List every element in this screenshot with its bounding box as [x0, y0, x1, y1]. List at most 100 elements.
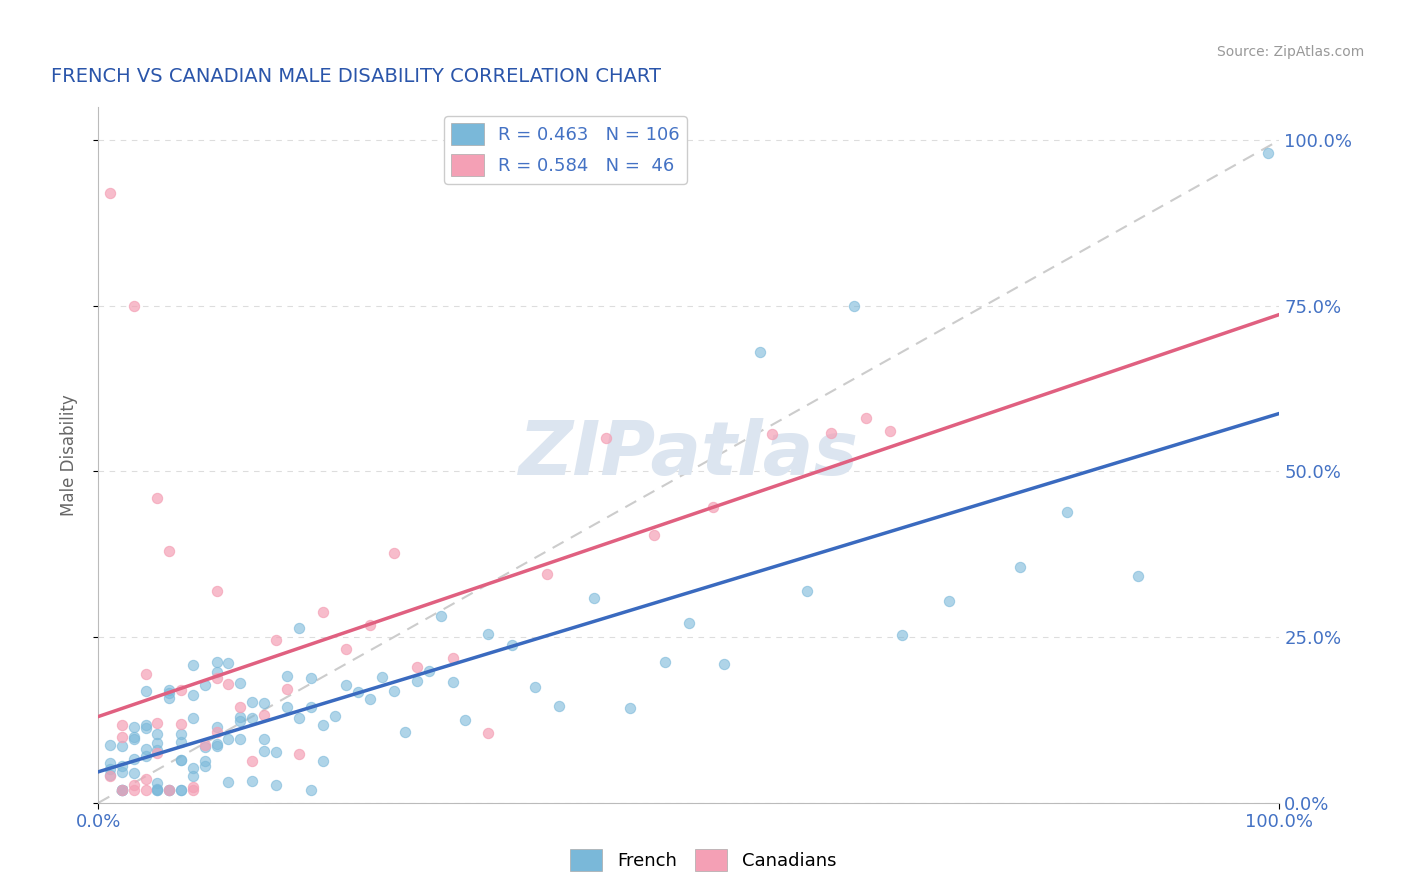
Point: [157, 683, 180, 698]
Point: [157, 782, 180, 797]
Point: [135, 684, 157, 698]
Point: [312, 717, 335, 731]
Point: [536, 567, 558, 582]
Point: [382, 545, 405, 559]
Point: [122, 752, 145, 766]
Point: [761, 427, 783, 442]
Point: [146, 716, 169, 731]
Point: [524, 680, 547, 694]
Point: [844, 299, 866, 313]
Point: [276, 699, 298, 714]
Point: [477, 627, 499, 641]
Point: [288, 711, 311, 725]
Point: [217, 677, 239, 691]
Point: [702, 500, 724, 514]
Y-axis label: Male Disability: Male Disability: [59, 394, 77, 516]
Point: [382, 683, 405, 698]
Point: [135, 666, 157, 681]
Point: [122, 782, 145, 797]
Point: [135, 718, 157, 732]
Point: [194, 738, 217, 752]
Point: [1126, 569, 1149, 583]
Point: [157, 544, 180, 558]
Point: [146, 776, 169, 790]
Point: [146, 743, 169, 757]
Point: [98, 768, 121, 782]
Point: [217, 775, 239, 789]
Point: [146, 736, 169, 750]
Point: [312, 754, 335, 768]
Point: [194, 739, 217, 754]
Point: [229, 731, 252, 746]
Text: FRENCH VS CANADIAN MALE DISABILITY CORRELATION CHART: FRENCH VS CANADIAN MALE DISABILITY CORRE…: [51, 67, 661, 86]
Point: [441, 675, 464, 690]
Point: [205, 583, 228, 598]
Point: [229, 714, 252, 729]
Point: [146, 782, 169, 797]
Point: [654, 655, 676, 669]
Point: [181, 762, 204, 776]
Point: [217, 656, 239, 670]
Text: Source: ZipAtlas.com: Source: ZipAtlas.com: [1216, 45, 1364, 59]
Point: [122, 730, 145, 744]
Point: [181, 657, 204, 672]
Text: ZIPatlas: ZIPatlas: [519, 418, 859, 491]
Point: [229, 710, 252, 724]
Point: [194, 678, 217, 692]
Point: [111, 764, 134, 779]
Point: [135, 721, 157, 735]
Point: [240, 774, 263, 789]
Point: [122, 299, 145, 313]
Point: [264, 745, 287, 759]
Point: [359, 691, 381, 706]
Point: [276, 669, 298, 683]
Point: [418, 664, 440, 678]
Point: [135, 772, 157, 786]
Point: [122, 720, 145, 734]
Point: [135, 742, 157, 756]
Point: [796, 583, 818, 598]
Point: [299, 671, 322, 685]
Point: [135, 782, 157, 797]
Point: [111, 739, 134, 753]
Point: [240, 695, 263, 709]
Point: [288, 747, 311, 761]
Point: [253, 744, 276, 758]
Point: [146, 781, 169, 796]
Point: [170, 735, 193, 749]
Point: [170, 753, 193, 767]
Point: [453, 713, 475, 727]
Point: [595, 431, 617, 445]
Point: [194, 758, 217, 772]
Point: [229, 700, 252, 714]
Point: [583, 591, 606, 605]
Point: [135, 748, 157, 763]
Point: [205, 720, 228, 734]
Point: [253, 696, 276, 710]
Point: [111, 759, 134, 773]
Point: [229, 675, 252, 690]
Point: [890, 628, 912, 642]
Point: [820, 426, 842, 441]
Point: [170, 727, 193, 741]
Point: [170, 782, 193, 797]
Point: [253, 708, 276, 723]
Point: [276, 682, 298, 697]
Point: [441, 650, 464, 665]
Point: [548, 698, 571, 713]
Point: [855, 410, 877, 425]
Point: [205, 671, 228, 685]
Point: [205, 739, 228, 753]
Point: [146, 727, 169, 741]
Point: [181, 688, 204, 702]
Point: [111, 782, 134, 797]
Point: [1056, 505, 1078, 519]
Point: [181, 769, 204, 783]
Point: [643, 528, 665, 542]
Point: [347, 685, 370, 699]
Point: [98, 756, 121, 770]
Point: [181, 780, 204, 794]
Point: [122, 778, 145, 792]
Point: [406, 674, 429, 689]
Point: [501, 638, 523, 652]
